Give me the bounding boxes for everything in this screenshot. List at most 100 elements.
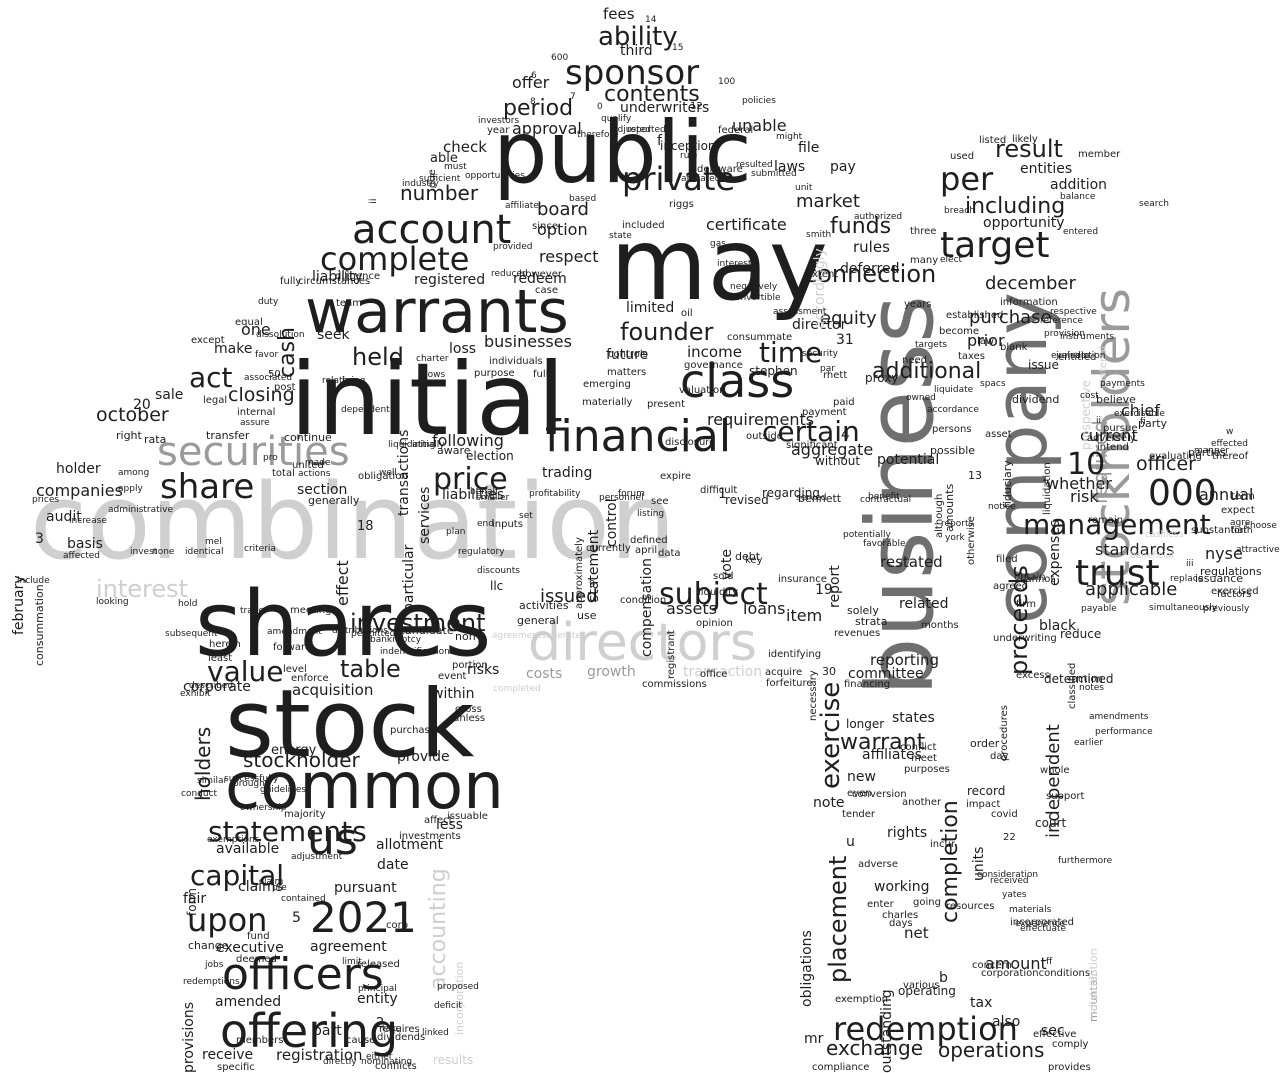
word-cloud-word: fair (183, 891, 207, 907)
word-cloud-word: inception (660, 139, 716, 153)
word-cloud-word: operating (898, 984, 956, 998)
word-cloud-word: pursuant (334, 880, 397, 896)
word-cloud-word: one (241, 320, 271, 339)
word-cloud-word: factors (1217, 589, 1252, 600)
word-cloud-word: risks (467, 662, 500, 678)
word-cloud-word: record (967, 784, 1006, 798)
word-cloud-word: december (985, 273, 1076, 294)
word-cloud-word: public (493, 103, 752, 203)
word-cloud-word: within (432, 686, 475, 702)
word-cloud-word: excess (1016, 670, 1050, 681)
word-cloud-word: shares (195, 572, 492, 677)
word-cloud-word: event (438, 671, 467, 682)
word-cloud-word: data (658, 548, 681, 559)
word-cloud-word: certificate (706, 215, 787, 234)
word-cloud-word: revised (725, 493, 769, 507)
word-cloud-word: part (313, 1023, 342, 1039)
word-cloud-word: three (910, 226, 937, 237)
word-cloud-word: assets (666, 599, 717, 618)
word-cloud-word: issuance (1195, 572, 1244, 585)
word-cloud-word: 12 (690, 101, 703, 112)
word-cloud-word: provided (493, 242, 533, 252)
word-cloud-word: officers (222, 949, 384, 1000)
word-cloud-word: private (622, 160, 736, 198)
word-cloud-word: chief (1121, 401, 1160, 420)
word-cloud-word: listed (979, 135, 1007, 146)
word-cloud-word: believe (1096, 393, 1136, 406)
word-cloud-word: conversion (852, 789, 907, 800)
word-cloud-word: currently (586, 543, 631, 554)
word-cloud-word: trading (542, 465, 593, 481)
word-cloud-word: filed (996, 554, 1018, 565)
word-cloud-word: tax (970, 995, 993, 1011)
word-cloud-word: subsequent (165, 629, 218, 639)
word-cloud-word: might (776, 132, 803, 142)
word-cloud-word: closing (228, 384, 295, 406)
word-cloud-word: hold (178, 599, 198, 609)
word-cloud-word: conduct (181, 789, 218, 799)
word-cloud-word: effective (1033, 1029, 1077, 1040)
word-cloud-word: reported (627, 125, 666, 135)
word-cloud-word: parties (1188, 446, 1227, 459)
word-cloud-word: charter (416, 354, 449, 364)
word-cloud-word: valuation (679, 385, 726, 396)
word-cloud-word: fi (1140, 417, 1146, 427)
word-cloud-word: number (400, 181, 479, 205)
word-cloud-word: flows (422, 370, 446, 380)
word-cloud-word: distribution (1087, 948, 1100, 1011)
word-cloud-word: become (939, 326, 980, 337)
word-cloud-word: well (379, 468, 397, 478)
word-cloud-word: strata (855, 615, 888, 628)
word-cloud-word: trade (240, 606, 264, 616)
word-cloud-word: deficit (434, 1001, 462, 1011)
word-cloud-word: issuable (447, 811, 488, 822)
word-cloud-word: include (17, 576, 50, 586)
word-cloud-word: approval (512, 119, 582, 138)
word-cloud-word: debt (735, 550, 761, 563)
word-cloud-word: issued (540, 586, 598, 607)
word-cloud-word: even (847, 788, 872, 799)
word-cloud-word: 31 (836, 332, 854, 348)
word-cloud-word: particular (401, 544, 417, 612)
word-cloud-word: 2021 (310, 893, 417, 942)
word-cloud-word: directors (528, 613, 757, 673)
word-cloud-word: also (992, 1014, 1021, 1030)
word-cloud-word: materials (1009, 905, 1052, 915)
word-cloud-word: sufficient (419, 174, 461, 184)
word-cloud-word: based (569, 194, 597, 204)
word-cloud-word: end (477, 519, 494, 529)
word-cloud-word: use (577, 609, 597, 622)
word-cloud-word: cause (346, 1035, 376, 1046)
word-cloud-word: forward (273, 642, 312, 653)
word-cloud-word: majority (284, 809, 326, 820)
word-cloud-word: earlier (1074, 738, 1103, 748)
word-cloud-word: determined (1044, 672, 1114, 686)
word-cloud-word: agreementsoperate (492, 631, 582, 641)
word-cloud-word: seek (317, 327, 350, 343)
word-cloud-word: potentially (843, 530, 891, 540)
word-cloud-word: rhett (823, 370, 848, 381)
word-cloud-word: inputs (492, 519, 523, 530)
word-cloud-word: entity (357, 991, 398, 1007)
word-cloud-word: non (455, 630, 476, 643)
word-cloud-word: 50 (268, 369, 281, 380)
word-cloud-word: consummation (33, 584, 46, 666)
word-cloud-word: market (796, 191, 860, 212)
word-cloud-word: target (940, 225, 1050, 266)
word-cloud-word: incur (930, 839, 956, 850)
word-cloud-word: delaware (697, 164, 743, 175)
word-cloud-word: interests (717, 259, 757, 269)
word-cloud-word: adjusted (612, 125, 651, 135)
word-cloud-word: item (786, 606, 823, 625)
word-cloud-word: associated (244, 373, 293, 383)
word-cloud-word: term (1231, 491, 1255, 502)
word-cloud-word: beneficial (1130, 551, 1174, 561)
word-cloud-word: comply (1052, 1039, 1089, 1050)
word-cloud-word: qualify (601, 114, 632, 124)
word-cloud-word: replace (1170, 574, 1204, 584)
word-cloud-word: office (700, 669, 728, 680)
word-cloud-word: basis (67, 536, 103, 552)
word-cloud-word: benefit (868, 492, 900, 502)
word-cloud-word: corporationconditions (981, 968, 1091, 979)
word-cloud-word: annual (1199, 485, 1254, 504)
